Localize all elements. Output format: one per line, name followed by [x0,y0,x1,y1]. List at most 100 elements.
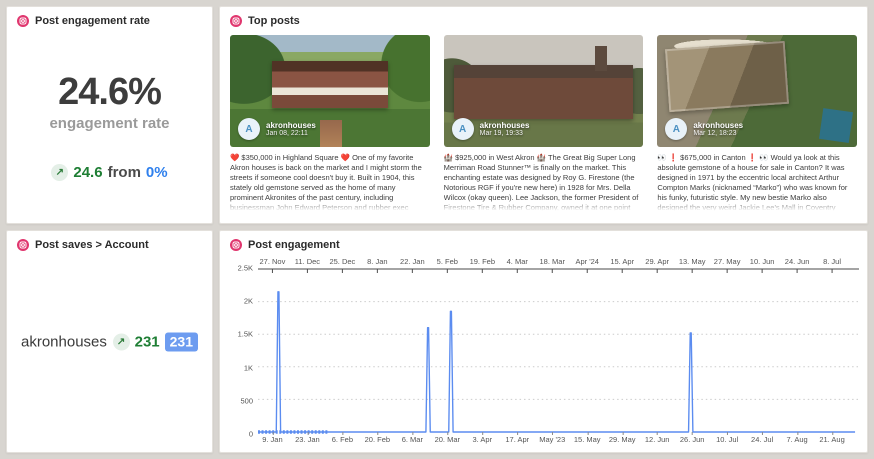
instagram-icon [17,239,29,251]
x-tick-label-bottom: May '23 [539,432,566,444]
post-date: Mar 19, 19:33 [479,130,523,137]
chart-top-axis-labels: 27. Nov 11. Dec 25. Dec 8. Jan 22. Jan 5. Feb… [258,257,859,268]
panel-post-engagement-rate: Post engagement rate 24.6% engagement ra… [6,6,213,224]
panel-post-saves-account: Post saves > Account akronhouses ↗ 231 2… [6,230,213,453]
x-tick-label-bottom: 7. Aug [786,432,808,444]
x-tick-label-top: Apr '24 [575,257,599,266]
post-likes: 1234 likes [444,214,644,215]
post-meta: A akronhouses Mar 19, 19:33 [451,118,530,140]
x-tick-label-bottom: 21. Aug [819,432,845,444]
y-tick-label: 2.5K [237,263,253,273]
x-tick-label-top: 8. Jan [367,257,388,266]
post-caption: ❤️ $350,000 in Highland Square ❤️ One of… [230,153,430,212]
panel-title: Post engagement [248,239,340,251]
x-tick-label-top: 19. Feb [469,257,495,266]
x-tick-label-top: 29. Apr [645,257,670,266]
chart-plot-area[interactable]: 2.5K 2K 1.5K 1K 500 0 [238,264,859,439]
x-tick-label-top: 18. Mar [539,257,565,266]
post-date: Jan 08, 22:11 [266,130,308,137]
post-card[interactable]: A akronhouses Mar 19, 19:33 🏰 $925,000 i… [443,35,644,215]
avatar: A [451,118,474,140]
x-tick-label-top: 22. Jan [400,257,425,266]
x-tick-label-top: 11. Dec [294,257,321,266]
y-tick-label: 0 [248,429,253,439]
account-saves-row[interactable]: akronhouses ↗ 231 231 [21,332,198,351]
post-card[interactable]: A akronhouses Jan 08, 22:11 ❤️ $350,000 … [230,35,430,215]
engagement-rate-label: engagement rate [49,115,170,132]
engagement-chart: 27. Nov 11. Dec 25. Dec 8. Jan 22. Jan 5. Feb… [230,257,859,450]
x-tick-label-top: 15. Apr [610,257,635,266]
arrow-up-right-icon: ↗ [112,333,130,350]
x-tick-label-top: 27. May [713,257,741,266]
panel-header: Top posts [220,7,867,31]
instagram-icon [17,15,29,27]
post-card[interactable]: A akronhouses Mar 12, 18:23 👀 ❗ $675,000… [657,35,857,215]
post-username: akronhouses [693,121,744,130]
post-likes: 1086 likes [657,214,857,215]
x-tick-label-bottom: 20. Feb [364,432,391,444]
x-tick-label-bottom: 15. May [573,432,601,444]
instagram-icon [230,239,242,251]
chart-bottom-axis-labels: 9. Jan 23. Jan 6. Feb 20. Feb 6. Mar 20. Mar 3… [258,432,859,446]
panel-title: Post engagement rate [35,15,150,27]
account-name: akronhouses [21,333,107,350]
x-tick-label-bottom: 6. Feb [331,432,354,444]
y-tick-label: 1.5K [237,329,253,339]
likes-count: 1234 [444,214,482,215]
avatar: A [238,118,260,140]
post-photo[interactable]: A akronhouses Mar 19, 19:33 [443,35,644,147]
x-tick-label-top: 5. Feb [436,257,458,266]
post-photo[interactable]: A akronhouses Jan 08, 22:11 [230,35,430,147]
panel-header: Post engagement rate [7,7,212,31]
x-tick-label-top: 8. Jul [823,257,842,266]
y-tick-label: 1K [243,363,253,373]
top-posts-grid: A akronhouses Jan 08, 22:11 ❤️ $350,000 … [230,35,857,215]
x-tick-label-bottom: 23. Jan [295,432,320,444]
x-tick-label-bottom: 12. Jun [644,432,670,444]
y-tick-label: 500 [240,396,253,406]
x-tick-label-top: 27. Nov [259,257,286,266]
x-tick-label-bottom: 20. Mar [434,432,461,444]
change-value: 24.6 [73,164,103,181]
post-photo[interactable]: A akronhouses Mar 12, 18:23 [657,35,857,147]
instagram-icon [230,15,242,27]
engagement-chart-svg[interactable] [258,268,859,434]
x-tick-label-bottom: 26. Jun [679,432,705,444]
y-tick-label: 2K [243,296,253,306]
post-username: akronhouses [479,121,530,130]
likes-count: 1086 [657,214,695,215]
saves-change-value: 231 [134,333,160,350]
x-tick-label-bottom: 6. Mar [401,432,423,444]
x-tick-label-bottom: 3. Apr [472,432,493,444]
arrow-up-right-icon: ↗ [51,164,69,181]
x-tick-label-top: 10. Jun [749,257,775,266]
engagement-rate-change: ↗ 24.6 from 0% [51,164,168,181]
x-tick-label-bottom: 9. Jan [262,432,283,444]
engagement-rate-value: 24.6% [58,71,162,113]
panel-post-engagement-chart: Post engagement 27. Nov 11. Dec 25. Dec 8. … [219,230,868,453]
avatar: A [665,118,688,140]
x-tick-label-bottom: 10. Jul [716,432,739,444]
post-likes: 1395 likes [230,214,430,215]
post-date: Mar 12, 18:23 [693,130,737,137]
panel-top-posts: Top posts A akronhouses Jan 08, 22:11 ❤️… [219,6,868,224]
x-tick-label-bottom: 24. Jul [751,432,774,444]
post-username: akronhouses [266,121,316,130]
change-from-word: from [107,164,141,181]
post-caption: 🏰 $925,000 in West Akron 🏰 The Great Big… [443,153,644,212]
x-tick-label-bottom: 17. Apr [505,432,530,444]
post-meta: A akronhouses Jan 08, 22:11 [238,118,316,140]
post-caption: 👀 ❗ $675,000 in Canton ❗ 👀 Would ya look… [657,153,857,212]
saves-count-badge: 231 [164,332,198,351]
panel-title: Top posts [248,15,300,27]
x-tick-label-top: 24. Jun [784,257,810,266]
panel-title: Post saves > Account [35,239,149,251]
x-tick-label-top: 25. Dec [329,257,356,266]
x-tick-label-top: 4. Mar [506,257,528,266]
account-saves-change: ↗ 231 231 [112,332,198,351]
change-baseline-value[interactable]: 0% [145,164,168,181]
likes-count: 1395 [230,214,268,215]
x-tick-label-bottom: 29. May [608,432,636,444]
engagement-rate-body: 24.6% engagement rate ↗ 24.6 from 0% [7,31,212,223]
